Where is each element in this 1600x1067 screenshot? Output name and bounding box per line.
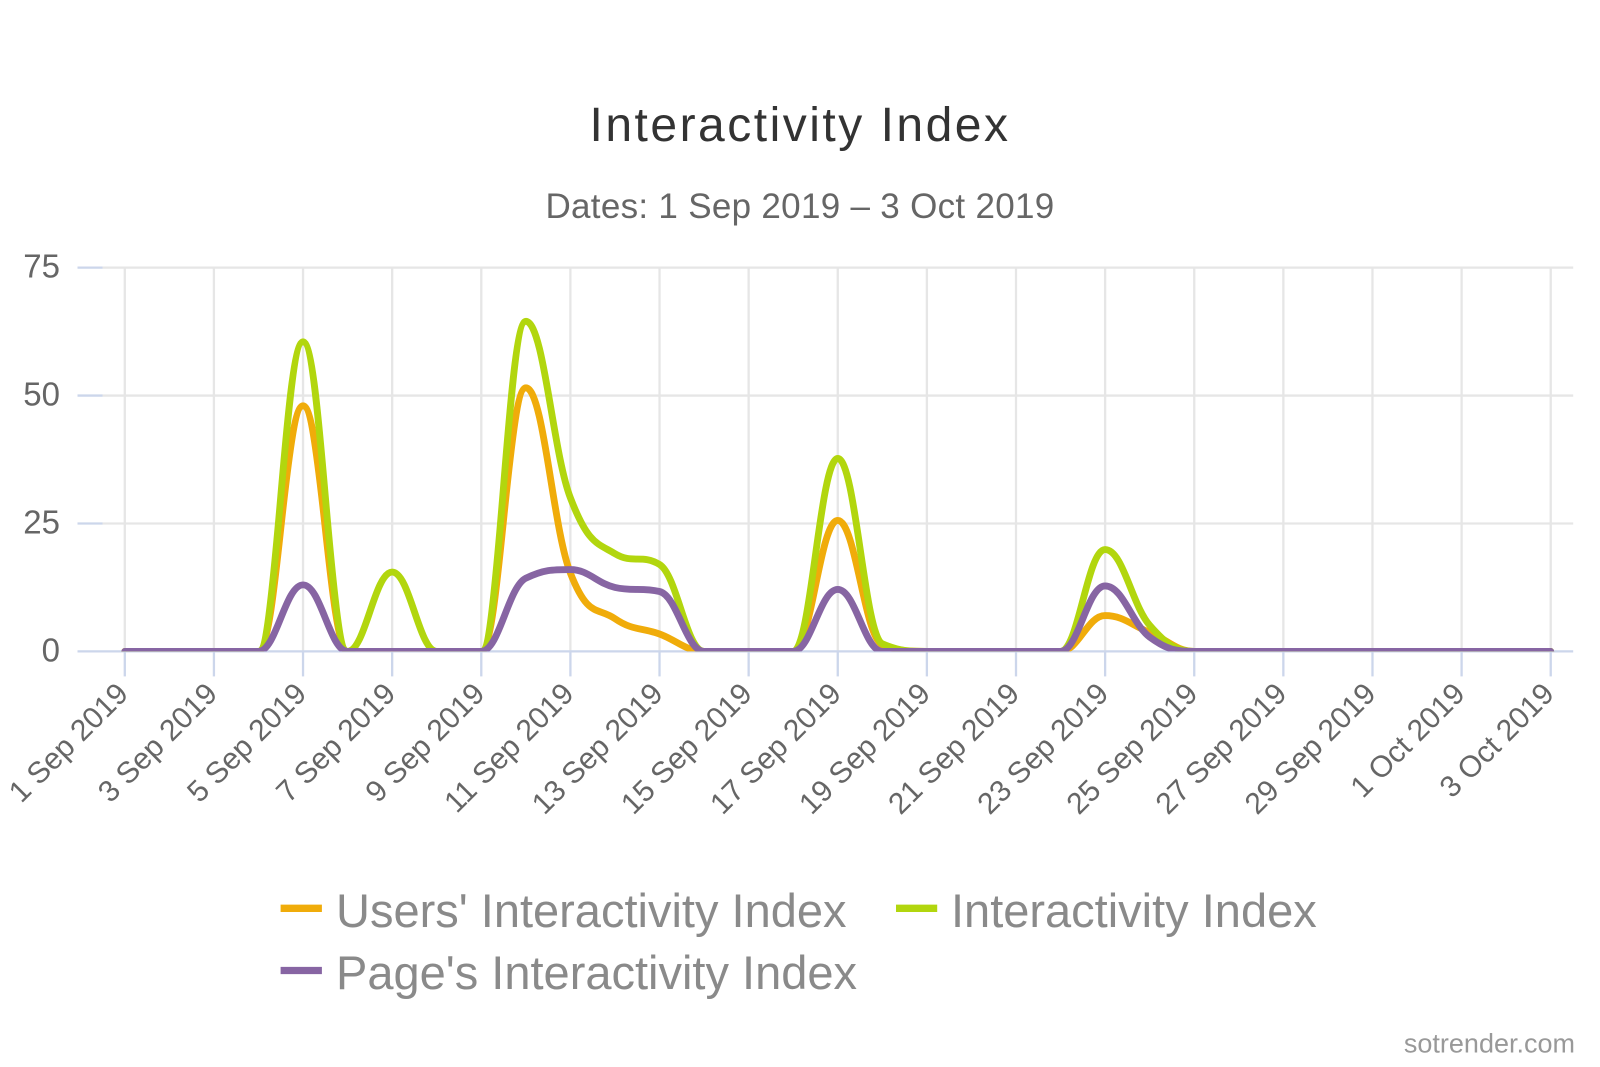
svg-text:Page's Interactivity Index: Page's Interactivity Index — [336, 946, 857, 999]
svg-text:Interactivity Index: Interactivity Index — [951, 884, 1317, 937]
svg-text:0: 0 — [42, 631, 60, 668]
svg-text:50: 50 — [23, 376, 60, 413]
svg-text:Dates: 1 Sep 2019 – 3 Oct 2019: Dates: 1 Sep 2019 – 3 Oct 2019 — [545, 187, 1054, 226]
svg-text:sotrender.com: sotrender.com — [1404, 1029, 1575, 1059]
svg-text:25: 25 — [23, 503, 60, 540]
svg-text:75: 75 — [23, 248, 60, 285]
svg-text:Interactivity Index: Interactivity Index — [590, 99, 1011, 152]
svg-text:Users' Interactivity Index: Users' Interactivity Index — [336, 884, 846, 937]
